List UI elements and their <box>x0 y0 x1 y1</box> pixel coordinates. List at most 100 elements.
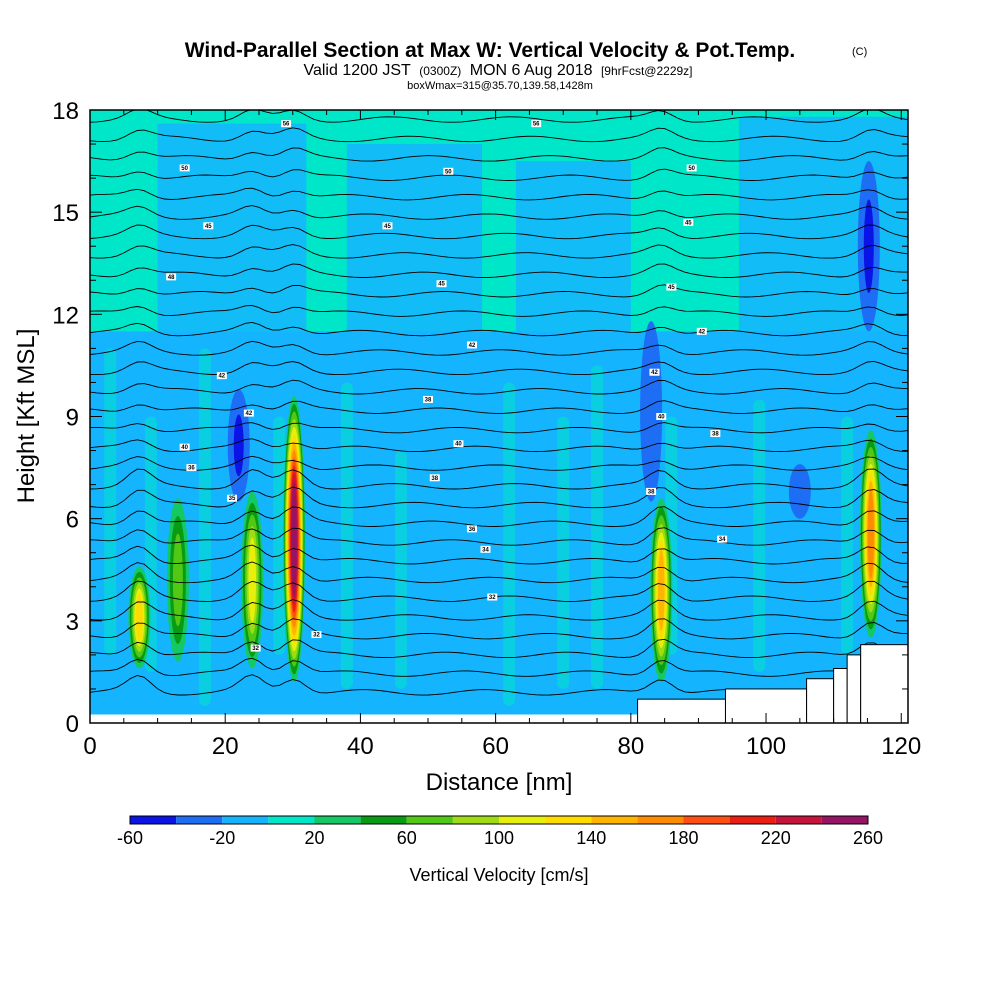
isentrope-label-box <box>443 167 454 175</box>
terrain <box>90 644 908 723</box>
isentrope-label-text: 38 <box>712 432 719 438</box>
isentrope-line <box>90 379 908 395</box>
isentrope-label: 45 <box>666 283 677 291</box>
isentropes <box>90 110 908 696</box>
terrain-step <box>860 644 908 723</box>
updraft-contour <box>248 537 257 623</box>
valid-date: MON 6 Aug 2018 <box>470 62 593 79</box>
colorbar-label: 60 <box>397 828 417 848</box>
isentrope-label: 50 <box>686 164 697 172</box>
isentrope-label-box <box>423 395 434 403</box>
downdraft-contour <box>233 414 244 477</box>
colorbar-swatch <box>360 816 407 824</box>
downward-zone <box>515 161 631 332</box>
isentrope-label: 48 <box>166 273 177 281</box>
weak-updraft-streak <box>394 450 407 689</box>
updraft-core <box>859 430 882 638</box>
isentrope-label-box <box>487 593 498 601</box>
isentrope-line <box>90 657 908 677</box>
downdraft-contour <box>788 464 811 519</box>
isentrope-label-text: 45 <box>205 224 212 230</box>
isentrope-label: 42 <box>466 341 477 349</box>
isentrope-line <box>90 486 908 509</box>
isentrope-label-box <box>179 164 190 172</box>
y-tick-label: 3 <box>66 609 79 636</box>
isentrope-line <box>90 305 908 317</box>
isentrope-line <box>90 110 908 123</box>
isentrope-label-text: 36 <box>188 466 195 472</box>
colorbar-swatch <box>314 816 361 824</box>
isentrope-label-text: 56 <box>283 122 290 128</box>
colorbar-swatch <box>683 816 730 824</box>
isentrope-label: 34 <box>480 545 491 553</box>
isentrope-label-text: 50 <box>688 166 695 172</box>
isentrope-line <box>90 527 908 546</box>
isentrope-label: 45 <box>436 280 447 288</box>
colorbar-swatch <box>729 816 776 824</box>
colorbar-swatch <box>222 816 269 824</box>
isentrope-label: 45 <box>683 218 694 226</box>
isentrope-label-text: 45 <box>384 224 391 230</box>
isentrope-label-box <box>531 120 542 128</box>
colorbar-swatch <box>775 816 822 824</box>
colorbar-swatch <box>591 816 638 824</box>
x-axis-title: Distance [nm] <box>426 769 573 796</box>
isentrope-label-box <box>683 218 694 226</box>
downdraft-contour <box>640 321 663 502</box>
utc-time: (0300Z) <box>419 64 461 78</box>
downward-zone <box>157 123 307 332</box>
downdraft-core <box>640 321 663 502</box>
colorbar-swatch <box>452 816 499 824</box>
isentrope-label: 42 <box>649 368 660 376</box>
isentrope-line <box>90 422 908 434</box>
isentrope-label-box <box>166 273 177 281</box>
isentrope-label-text: 45 <box>685 220 692 226</box>
isentrope-line <box>90 618 908 640</box>
isentrope-label: 32 <box>487 593 498 601</box>
chart-title: Wind-Parallel Section at Max W: Vertical… <box>185 39 796 62</box>
weak-updraft-streak <box>503 382 516 706</box>
isentrope-label-box <box>646 487 657 495</box>
isentrope-label-box <box>203 222 214 230</box>
colorbar: -60 -20 20 60 100 140 180 220 260 <box>117 815 883 848</box>
isentrope-label: 38 <box>646 487 657 495</box>
chart-subtitle: Valid 1200 JST (0300Z) MON 6 Aug 2018 [9… <box>303 62 692 79</box>
isentrope-label: 32 <box>250 644 261 652</box>
isentrope-label-text: 35 <box>229 496 236 502</box>
downward-zone <box>346 144 483 349</box>
isentrope-line <box>90 263 908 278</box>
updraft-contour <box>867 489 874 579</box>
isentrope-label: 40 <box>656 413 667 421</box>
isentrope-label-box <box>243 409 254 417</box>
isentrope-label: 56 <box>531 120 542 128</box>
isentrope-label-box <box>666 283 677 291</box>
colorbar-swatch <box>545 816 592 824</box>
isentrope-label-box <box>216 372 227 380</box>
isentrope-label-text: 38 <box>431 476 438 482</box>
colorbar-swatch <box>821 816 868 824</box>
isentrope-label-box <box>466 525 477 533</box>
isentrope-line <box>90 284 908 298</box>
isentrope-label-box <box>179 443 190 451</box>
colorbar-label: 260 <box>853 828 883 848</box>
updraft-core <box>283 396 306 683</box>
updraft-contour <box>291 481 297 597</box>
weak-updraft-streak <box>104 348 117 655</box>
colorbar-swatch <box>268 816 315 824</box>
isentrope-label: 40 <box>453 440 464 448</box>
isentrope-label-text: 42 <box>698 329 705 335</box>
isentrope-label-box <box>186 464 197 472</box>
isentrope-label-text: 40 <box>455 442 462 448</box>
isentrope-label: 34 <box>717 535 728 543</box>
ground-strip <box>90 714 908 723</box>
downward-zone <box>90 525 908 717</box>
x-tick-label: 40 <box>347 733 374 760</box>
x-tick-label: 20 <box>212 733 239 760</box>
isentrope-label-box <box>436 280 447 288</box>
valid-time: Valid 1200 JST <box>303 62 411 79</box>
isentrope-label: 38 <box>429 474 440 482</box>
isentrope-line <box>90 147 908 162</box>
isentrope-line <box>90 205 908 220</box>
y-tick-label: 6 <box>66 507 79 534</box>
isentrope-label-text: 40 <box>181 445 188 451</box>
